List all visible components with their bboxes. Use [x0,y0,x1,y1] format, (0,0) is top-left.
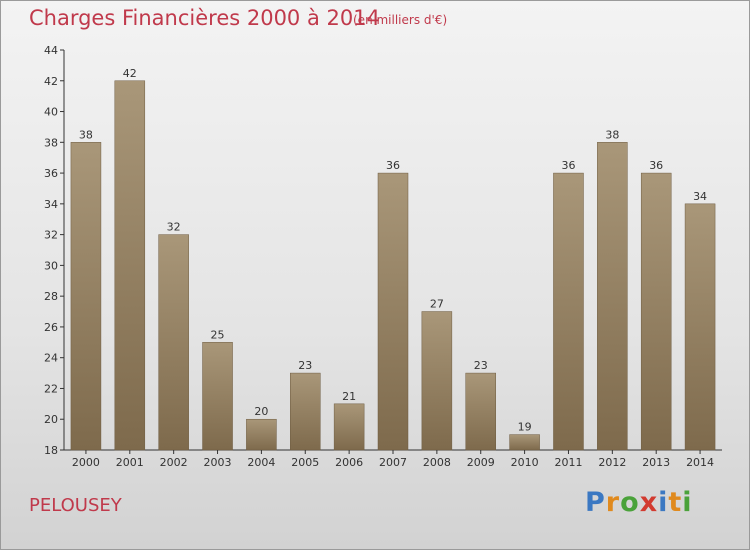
y-tick-label: 34 [44,198,58,211]
bar [684,203,716,451]
y-tick-label: 20 [44,413,58,426]
bar-value-label: 36 [561,159,575,172]
chart-subtitle: (en milliers d'€) [353,13,448,27]
bar-value-label: 21 [342,390,356,403]
x-tick-label: 2001 [116,456,144,469]
y-tick-label: 24 [44,352,58,365]
bar [509,434,540,451]
bar [246,418,277,451]
logo-letter: i [658,487,669,518]
x-tick-label: 2003 [204,456,232,469]
x-tick-label: 2014 [686,456,714,469]
bar-value-label: 36 [386,159,400,172]
bar-value-label: 20 [254,405,268,418]
logo-letter: P [585,487,606,518]
bar [333,403,365,451]
x-tick-label: 2011 [554,456,582,469]
logo-letter: i [682,487,693,518]
y-tick-label: 26 [44,321,58,334]
y-tick-label: 22 [44,382,58,395]
logo-letter: t [668,487,683,518]
x-tick-label: 2000 [72,456,100,469]
y-tick-label: 38 [44,136,58,149]
y-tick-label: 28 [44,290,58,303]
bar [290,372,321,451]
bar [421,311,453,451]
y-tick-label: 42 [44,75,58,88]
x-tick-label: 2002 [160,456,188,469]
bar-value-label: 27 [430,298,444,311]
x-tick-label: 2012 [598,456,626,469]
commune-name: PELOUSEY [29,495,122,516]
bar-value-label: 38 [79,128,93,141]
bar-value-label: 34 [693,190,707,203]
bar [114,80,146,451]
bar [158,234,189,451]
bar [377,172,409,451]
bar [465,372,496,451]
x-tick-label: 2008 [423,456,451,469]
bar-value-label: 32 [167,221,181,234]
y-tick-label: 32 [44,229,58,242]
bar [70,142,102,451]
y-tick-label: 36 [44,167,58,180]
y-tick-label: 40 [44,106,58,119]
bar-value-label: 42 [123,67,137,80]
x-tick-label: 2007 [379,456,407,469]
x-tick-label: 2005 [291,456,319,469]
logo-letter: r [605,487,621,518]
bar [640,172,672,451]
y-tick-label: 30 [44,259,58,272]
bar-value-label: 23 [474,359,488,372]
y-tick-label: 18 [44,444,58,457]
x-tick-label: 2004 [247,456,275,469]
y-tick-label: 44 [44,44,58,57]
logo-letter: o [620,487,640,518]
bar [553,172,584,451]
bar-value-label: 25 [211,328,225,341]
bar-value-label: 36 [649,159,663,172]
logo-letter: x [639,487,659,518]
x-tick-label: 2006 [335,456,363,469]
x-tick-label: 2010 [511,456,539,469]
chart-title: Charges Financières 2000 à 2014 [29,6,380,30]
x-tick-label: 2013 [642,456,670,469]
bar-value-label: 38 [605,128,619,141]
bar [202,342,233,451]
bar [597,142,628,451]
bar-value-label: 19 [518,421,532,434]
proxiti-logo: Proxiti [585,487,693,518]
bar-value-label: 23 [298,359,312,372]
x-tick-label: 2009 [467,456,495,469]
